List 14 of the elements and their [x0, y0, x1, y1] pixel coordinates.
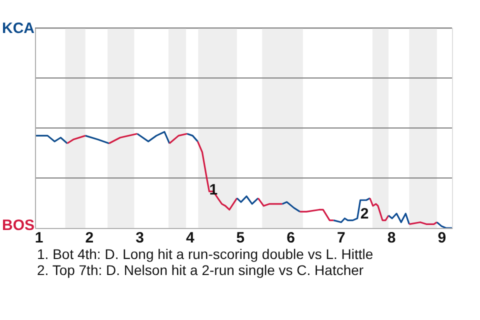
x-tick-label: 1	[34, 230, 44, 246]
text: BOS	[2, 217, 35, 234]
x-tick-label: 5	[236, 230, 245, 246]
x-tick-label: 8	[387, 230, 396, 246]
text: KCA	[2, 20, 35, 37]
x-tick-label: 7	[337, 230, 346, 246]
x-tick-label: 3	[136, 230, 144, 246]
x-tick-label: 2	[85, 230, 94, 246]
annotation: 2	[360, 206, 369, 222]
x-tick-label: 6	[286, 230, 296, 246]
x-tick-label: 9	[438, 230, 446, 246]
text: 1. Bot 4th: D. Long hit a run-scoring double vs L. Hittle	[37, 246, 374, 262]
x-tick-label: 4	[186, 230, 195, 246]
text: 2. Top 7th: D. Nelson hit a 2-run single vs C. Hatcher	[37, 262, 364, 278]
